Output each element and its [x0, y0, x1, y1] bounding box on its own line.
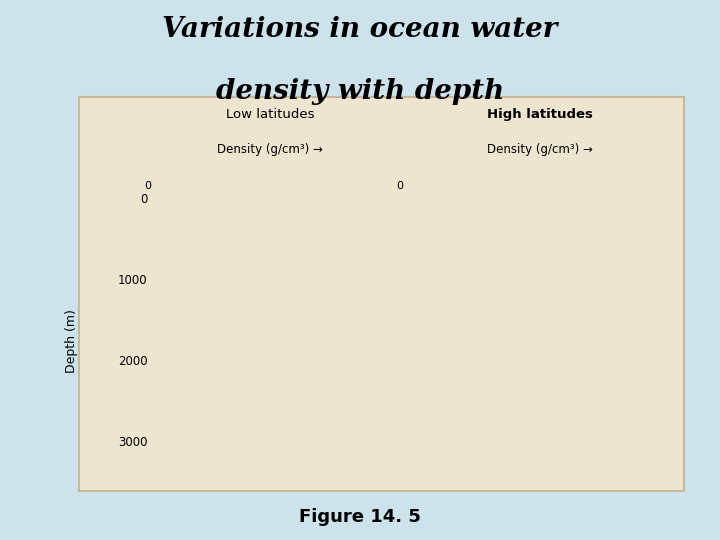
Text: density with depth: density with depth — [216, 78, 504, 105]
Text: 3000: 3000 — [118, 436, 148, 449]
Text: 1000: 1000 — [118, 274, 148, 287]
Text: 0: 0 — [396, 181, 403, 191]
Text: Pycnocline: Pycnocline — [232, 227, 299, 240]
Text: Variations in ocean water: Variations in ocean water — [162, 16, 558, 43]
Text: Depth (m): Depth (m) — [66, 309, 78, 374]
Text: 0: 0 — [144, 181, 151, 191]
Text: High latitudes: High latitudes — [487, 108, 593, 121]
Text: Low latitudes: Low latitudes — [226, 108, 314, 121]
Text: 0: 0 — [140, 193, 148, 206]
Text: Pycnocline
absent: Pycnocline absent — [510, 226, 577, 254]
Text: Density (g/cm³) →: Density (g/cm³) → — [487, 143, 593, 156]
Text: Density (g/cm³) →: Density (g/cm³) → — [217, 143, 323, 156]
Text: 2000: 2000 — [118, 355, 148, 368]
Text: Figure 14. 5: Figure 14. 5 — [299, 509, 421, 526]
